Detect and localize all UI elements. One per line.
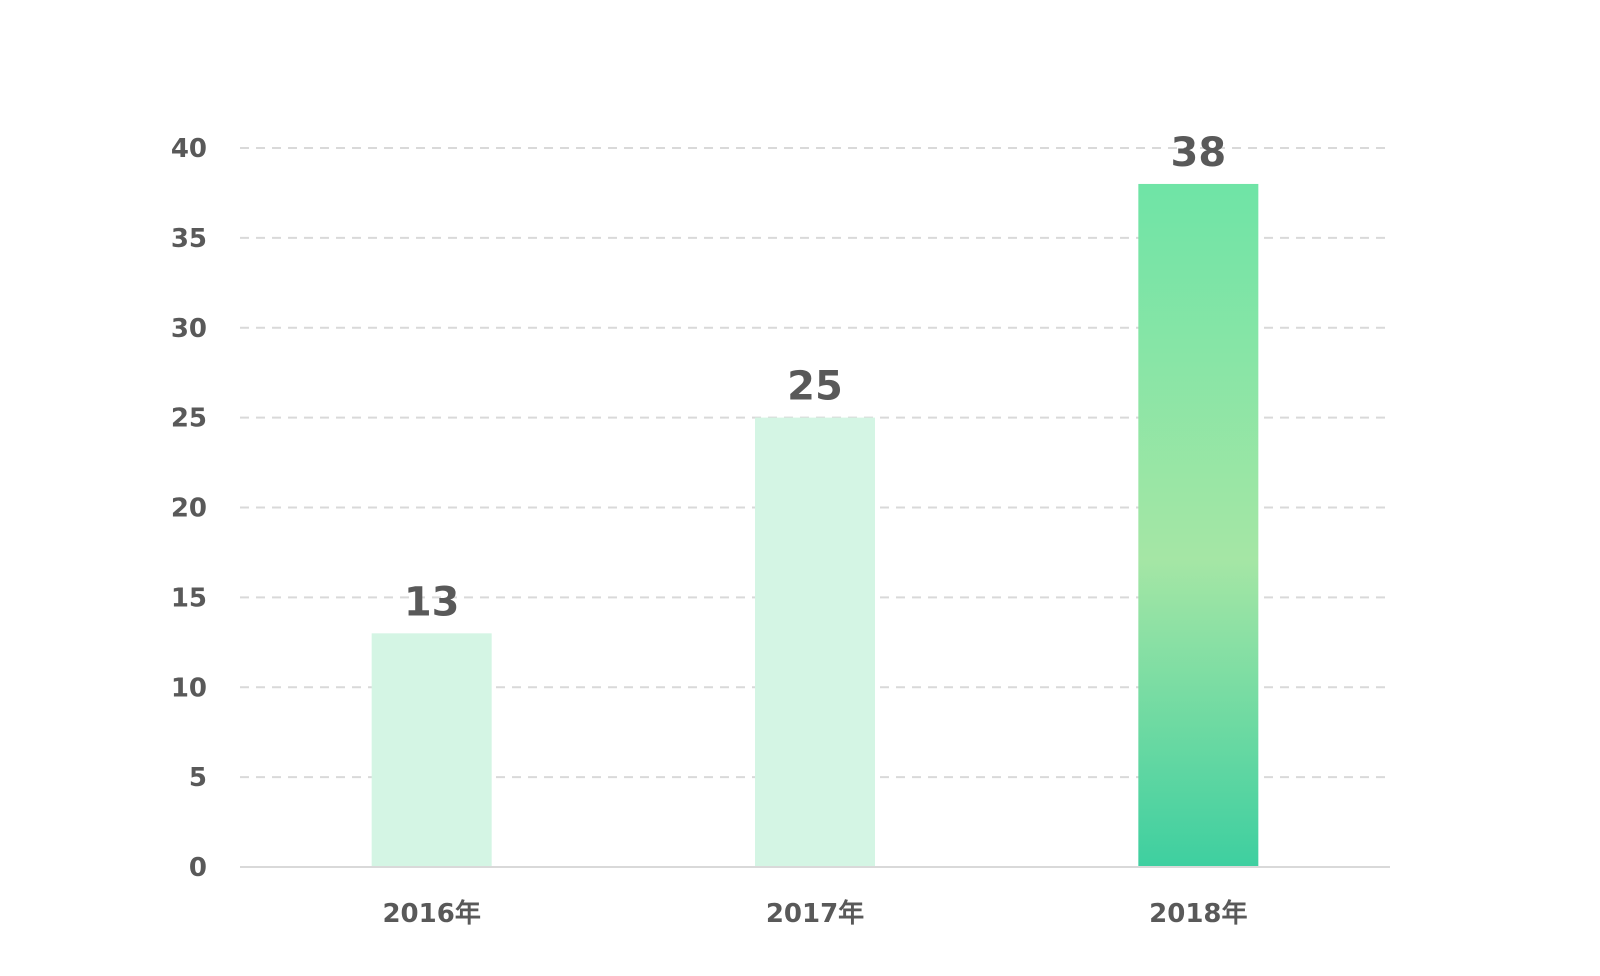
y-tick-label: 0 xyxy=(189,853,207,883)
x-tick-label: 2017年 xyxy=(766,898,864,929)
x-tick-label: 2018年 xyxy=(1149,898,1247,929)
data-label: 13 xyxy=(404,579,460,625)
y-tick-label: 20 xyxy=(171,494,207,524)
bar-2018年 xyxy=(1138,183,1259,867)
x-axis-ticks: 2016年 2017年 2018年 xyxy=(382,898,1247,929)
y-tick-label: 35 xyxy=(171,224,207,254)
data-label: 38 xyxy=(1170,130,1226,176)
y-tick-label: 15 xyxy=(171,583,207,613)
data-labels: 13 25 38 xyxy=(404,130,1226,625)
y-tick-label: 30 xyxy=(171,314,207,344)
bar-2016年 xyxy=(371,633,492,867)
x-tick-label: 2016年 xyxy=(382,898,480,929)
data-label: 25 xyxy=(787,364,843,410)
y-tick-label: 40 xyxy=(171,134,207,164)
y-tick-label: 5 xyxy=(189,763,207,793)
y-axis-ticks: 0 5 10 15 20 25 30 35 40 xyxy=(171,134,207,883)
y-tick-label: 10 xyxy=(171,673,207,703)
y-tick-label: 25 xyxy=(171,404,207,434)
bar-2017年 xyxy=(755,417,875,867)
bars xyxy=(371,183,1259,867)
